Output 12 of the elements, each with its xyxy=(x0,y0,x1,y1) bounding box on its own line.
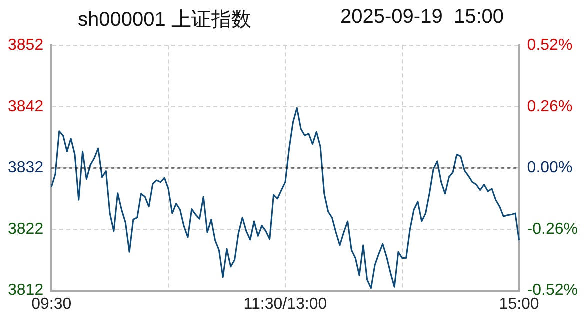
chart-subtitle: 2025-09-19 15:00 xyxy=(340,6,504,30)
y-tick-label: 3832 xyxy=(8,160,44,177)
y-tick-label: 3852 xyxy=(8,37,44,54)
y-tick-label: 3822 xyxy=(8,220,44,238)
x-tick-label: 15:00 xyxy=(499,296,540,313)
y2-tick-label: 0.52% xyxy=(527,37,573,54)
y2-tick-label: -0.26% xyxy=(527,220,578,238)
chart-title: sh000001 上证指数 xyxy=(78,8,252,33)
y2-tick-label: 0.26% xyxy=(527,98,573,116)
x-tick-label: 11:30/13:00 xyxy=(244,296,328,313)
y-tick-label: 3842 xyxy=(8,98,44,116)
y2-tick-label: 0.00% xyxy=(527,160,573,177)
